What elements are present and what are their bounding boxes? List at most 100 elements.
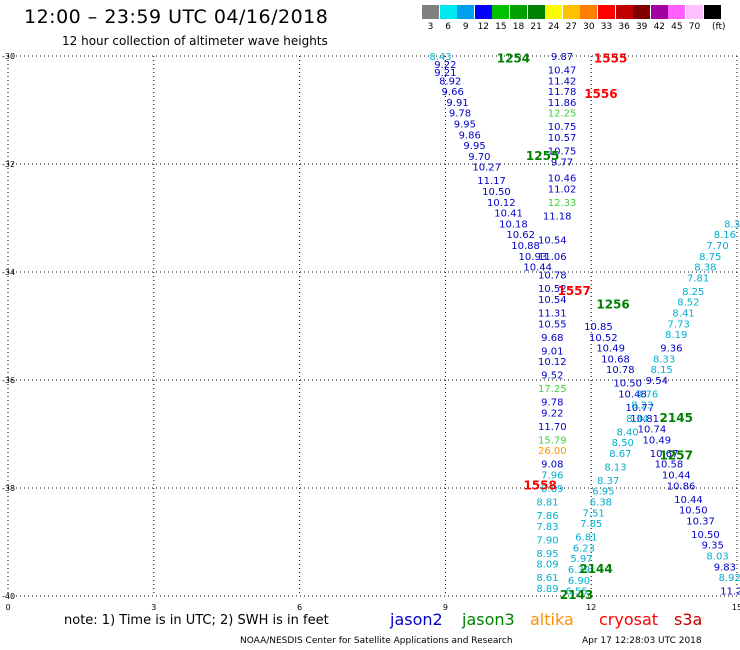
- swh-label: 10.52: [538, 284, 567, 295]
- legend-swatch: [457, 5, 475, 19]
- swh-label: 8.09: [536, 560, 558, 571]
- swh-label: 9.86: [459, 130, 481, 141]
- swh-label: 10.49: [642, 435, 671, 446]
- swh-label: 9.22: [434, 60, 456, 71]
- swh-label: 6.38: [590, 498, 612, 509]
- swh-label: 8.16: [714, 230, 736, 241]
- legend-label: 45: [671, 22, 683, 32]
- x-tick-label: 3: [151, 603, 156, 612]
- map-subtitle: 12 hour collection of altimeter wave hei…: [62, 34, 328, 48]
- swh-label: 6.39: [568, 565, 590, 576]
- satellite-label-cryosat: cryosat: [599, 610, 659, 629]
- swh-label: 9.36: [660, 344, 682, 355]
- swh-label: 10.81: [630, 414, 659, 425]
- swh-label: 17.25: [538, 384, 567, 395]
- swh-label: 8.03: [706, 552, 728, 563]
- swh-label: 10.52: [589, 333, 618, 344]
- swh-label: 10.68: [601, 354, 630, 365]
- swh-label: 15.79: [538, 435, 567, 446]
- swh-label: 8.92: [719, 573, 740, 584]
- x-tick-label: 0: [5, 603, 10, 612]
- y-tick-label: -40: [2, 592, 15, 601]
- swh-label: 11.70: [538, 422, 567, 433]
- swh-label: 8.75: [699, 252, 721, 263]
- swh-label: 9.91: [446, 98, 468, 109]
- legend-swatch: [633, 5, 651, 19]
- swh-label: 9.01: [541, 346, 563, 357]
- legend-swatch: [598, 5, 615, 19]
- swh-label: 8.92: [439, 76, 461, 87]
- swh-label: 8.89: [536, 584, 558, 595]
- legend-swatch: [580, 5, 598, 19]
- legend-label: 33: [600, 22, 613, 32]
- swh-label: 10.47: [548, 66, 577, 77]
- swh-label: 8.95: [536, 549, 558, 560]
- legend-swatch: [703, 5, 721, 19]
- swh-label: 10.44: [662, 471, 691, 482]
- swh-label: 11.18: [543, 211, 572, 222]
- y-tick-label: -36: [2, 376, 15, 385]
- pass-time-label: 2143: [560, 588, 593, 602]
- swh-label: 7.85: [580, 519, 602, 530]
- swh-label: 10.58: [655, 460, 684, 471]
- legend-swatch: [492, 5, 510, 19]
- legend-label: 30: [583, 22, 595, 32]
- swh-label: 10.78: [538, 271, 567, 282]
- swh-label: 8.52: [677, 298, 699, 309]
- swh-label: 8.23: [631, 400, 653, 411]
- swh-label: 10.44: [674, 495, 703, 506]
- swh-label: 10.75: [548, 122, 577, 133]
- legend-label: 6: [445, 22, 451, 32]
- satellite-label-s3a: s3a: [674, 610, 703, 629]
- swh-label: 7.73: [668, 319, 690, 330]
- pass-time-label: 1558: [523, 478, 556, 492]
- swh-label: 9.70: [468, 152, 490, 163]
- swh-label: 9.08: [541, 460, 563, 471]
- swh-label: 9.95: [454, 120, 476, 131]
- legend-label: 36: [618, 22, 630, 32]
- swh-label: 10.57: [548, 133, 577, 144]
- swh-label: 10.93: [519, 252, 548, 263]
- footer-timestamp: Apr 17 12:28:03 UTC 2018: [582, 636, 702, 646]
- swh-label: 9.77: [551, 157, 573, 168]
- legend-label: 70: [688, 22, 701, 32]
- satellite-label-jason2: jason2: [390, 610, 443, 629]
- swh-label: 9.68: [541, 333, 563, 344]
- legend-label: 18: [512, 22, 525, 32]
- pass-time-label: 1255: [526, 149, 559, 163]
- swh-label: 8.41: [672, 309, 694, 320]
- x-tick-label: 9: [443, 603, 448, 612]
- swh-label: 6.55: [565, 587, 587, 598]
- legend-label: 39: [635, 22, 648, 32]
- swh-label: 9.95: [463, 141, 485, 152]
- swh-label: 10.54: [538, 295, 567, 306]
- x-tick-label: 12: [586, 603, 596, 612]
- legend-label: 3: [427, 22, 434, 32]
- swh-label: 8.43: [429, 52, 451, 63]
- swh-label: 8.40: [617, 427, 639, 438]
- legend-swatch: [545, 5, 563, 19]
- swh-label: 8.81: [536, 498, 558, 509]
- pass-time-label: 1557: [557, 284, 590, 298]
- swh-label: 8.33: [653, 354, 675, 365]
- swh-label: 11.20: [720, 587, 740, 598]
- swh-label: 10.77: [625, 403, 654, 414]
- legend-label: 9: [462, 22, 469, 32]
- swh-label: 10.50: [679, 506, 708, 517]
- swh-label: 8.50: [612, 438, 634, 449]
- swh-label: 10.50: [691, 530, 720, 541]
- swh-label: 10.54: [538, 236, 567, 247]
- swh-label: 8.89: [541, 484, 563, 495]
- swh-label: 10.55: [538, 319, 567, 330]
- legend-swatch: [474, 5, 492, 19]
- swh-label: 11.31: [538, 309, 567, 320]
- y-tick-label: -34: [2, 268, 15, 277]
- swh-label: 10.67: [650, 449, 679, 460]
- swh-label: 7.83: [536, 522, 558, 533]
- swh-label: 5.97: [570, 554, 592, 565]
- legend-swatch: [527, 5, 545, 19]
- swh-label: 10.75: [548, 147, 577, 158]
- satellite-label-jason3: jason3: [462, 610, 515, 629]
- swh-label: 9.22: [541, 408, 563, 419]
- swh-label: 26.00: [538, 446, 567, 457]
